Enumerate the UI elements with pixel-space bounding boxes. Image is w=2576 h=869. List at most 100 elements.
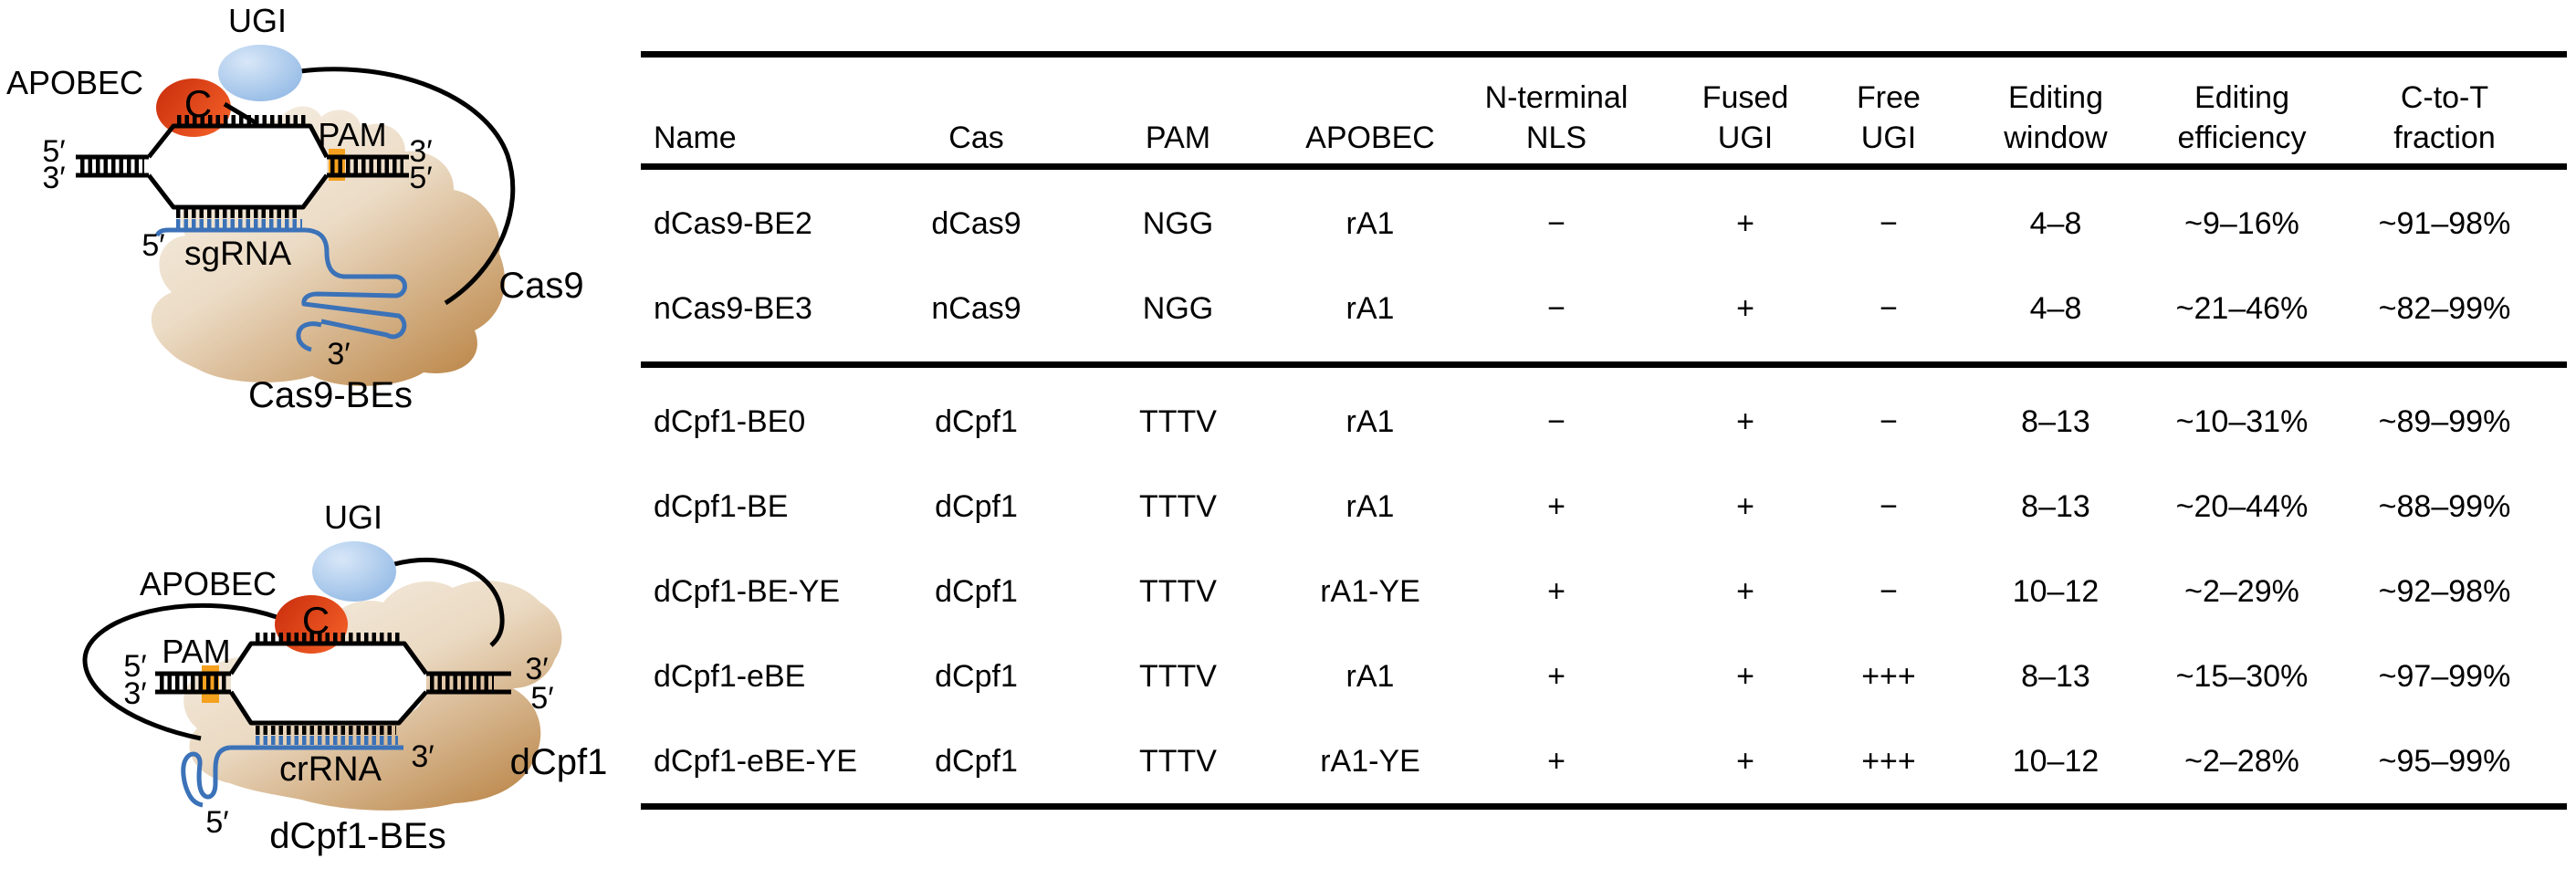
figure-panel: UGI APOBEC C PAM 5′ 3′ 3′ 5′ 5′ sgRNA 3′… [0,0,645,864]
cell-pam: TTTV [1139,743,1217,779]
end-label: 5′ [409,161,432,195]
end-label: 5′ [42,134,65,169]
cell-apobec: rA1 [1346,488,1395,524]
apobec-linker [223,101,258,126]
cell-apobec: rA1 [1346,290,1395,326]
linker-curve-right [393,558,505,647]
dna-bottom-strand [147,173,330,210]
cell-fraction: ~82–99% [2378,290,2511,326]
table-rule-top [641,51,2567,58]
cell-pam: TTTV [1139,488,1217,524]
table-rule-section [641,361,2567,368]
cell-window: 8–13 [2021,403,2090,439]
column-header-free-ugi: Free UGI [1857,80,1921,155]
rna-scaffold-hook [296,321,322,352]
cell-fused-ugi: + [1736,488,1754,524]
cell-efficiency: ~2–29% [2184,573,2299,609]
cell-fused-ugi: + [1736,573,1754,609]
cell-window: 8–13 [2021,658,2090,694]
cell-apobec: rA1 [1346,403,1395,439]
cpf1-diagram: UGI APOBEC C PAM 5′ 3′ 3′ 5′ 3′ crRNA 5′… [82,498,608,856]
linker-curve-left [82,602,277,741]
target-base-label: C [302,599,330,642]
rna-scaffold [301,227,407,340]
end-label: 5′ [123,649,146,684]
cell-name: nCas9-BE3 [654,290,812,326]
column-header-pam: PAM [1145,120,1211,155]
cell-cas: dCas9 [931,205,1021,241]
column-header-editing-window: Editing window [2004,80,2108,155]
cell-pam: TTTV [1139,658,1217,694]
cell-cas: dCpf1 [935,743,1018,779]
cas9-diagram: UGI APOBEC C PAM 5′ 3′ 3′ 5′ 5′ sgRNA 3′… [6,2,584,415]
cell-window: 10–12 [2012,743,2100,779]
cell-free-ugi: − [1880,205,1898,241]
table-row: dCas9-BE2 dCas9 NGG rA1 − + − 4–8 ~9–16%… [641,181,2567,266]
table-group-cas9: dCas9-BE2 dCas9 NGG rA1 − + − 4–8 ~9–16%… [641,170,2567,351]
protein-label: Cas9 [498,266,583,306]
cell-free-ugi: +++ [1861,743,1916,779]
rna-spacer [154,227,306,237]
cell-apobec: rA1 [1346,205,1395,241]
table-row: nCas9-BE3 nCas9 NGG rA1 − + − 4–8 ~21–46… [641,266,2567,351]
end-label: 3′ [123,676,146,711]
cell-fraction: ~88–99% [2378,488,2511,524]
cell-name: dCpf1-eBE-YE [654,743,857,779]
cell-window: 4–8 [2029,290,2082,326]
column-header-c-to-t-fraction: C-to-T fraction [2393,80,2496,155]
dna-bottom-strand [228,690,428,726]
cell-apobec: rA1 [1346,658,1395,694]
base-editor-diagrams: UGI APOBEC C PAM 5′ 3′ 3′ 5′ 5′ sgRNA 3′… [6,2,608,856]
ugi-label: UGI [324,498,382,536]
cell-cas: dCpf1 [935,573,1018,609]
cell-nls: + [1547,743,1565,779]
table-row: dCpf1-eBE dCpf1 TTTV rA1 + + +++ 8–13 ~1… [641,633,2567,718]
pam-label: PAM [318,116,386,153]
table-row: dCpf1-eBE-YE dCpf1 TTTV rA1-YE + + +++ 1… [641,718,2567,803]
ugi-bubble [312,541,396,602]
cell-fraction: ~89–99% [2378,403,2511,439]
diagram-title: dCpf1-BEs [269,816,445,856]
cell-pam: NGG [1142,290,1214,326]
cell-fraction: ~97–99% [2378,658,2511,694]
cell-fraction: ~92–98% [2378,573,2511,609]
table-row: dCpf1-BE0 dCpf1 TTTV rA1 − + − 8–13 ~10–… [641,379,2567,464]
cell-fused-ugi: + [1736,743,1754,779]
cell-name: dCpf1-eBE [654,658,806,694]
cell-nls: + [1547,488,1565,524]
cell-cas: nCas9 [931,290,1021,326]
rna-terminal-label: 3′ [411,739,434,774]
cell-efficiency: ~15–30% [2175,658,2309,694]
ugi-bubble [218,45,302,101]
dna-top-strand [228,641,429,675]
cell-nls: − [1547,290,1565,326]
cell-cas: dCpf1 [935,488,1018,524]
cell-cas: dCpf1 [935,403,1018,439]
cell-nls: − [1547,205,1565,241]
protein-label: dCpf1 [510,742,608,782]
rna-scaffold [181,745,231,808]
linker-curve [299,67,516,306]
cell-fused-ugi: + [1736,403,1754,439]
rna-name-label: crRNA [279,750,382,789]
cell-name: dCpf1-BE0 [654,403,806,439]
cell-window: 4–8 [2029,205,2082,241]
cell-fused-ugi: + [1736,658,1754,694]
cell-free-ugi: − [1880,403,1898,439]
cell-free-ugi: − [1880,488,1898,524]
table-rule-bottom [641,803,2567,810]
table-rule-header [641,163,2567,170]
apobec-label: APOBEC [6,64,143,101]
cell-name: dCpf1-BE-YE [654,573,841,609]
target-base-label: C [184,82,212,125]
cell-free-ugi: +++ [1861,658,1916,694]
cell-nls: + [1547,573,1565,609]
cell-free-ugi: − [1880,573,1898,609]
dna-top-strand [147,123,330,159]
cell-pam: TTTV [1139,573,1217,609]
cell-efficiency: ~21–46% [2175,290,2309,326]
column-header-name: Name [654,120,737,155]
cell-name: dCas9-BE2 [654,205,812,241]
rna-terminal-label: 3′ [327,337,350,372]
base-editor-table: Name Cas PAM APOBEC N-terminal NLS Fused U… [641,0,2567,810]
